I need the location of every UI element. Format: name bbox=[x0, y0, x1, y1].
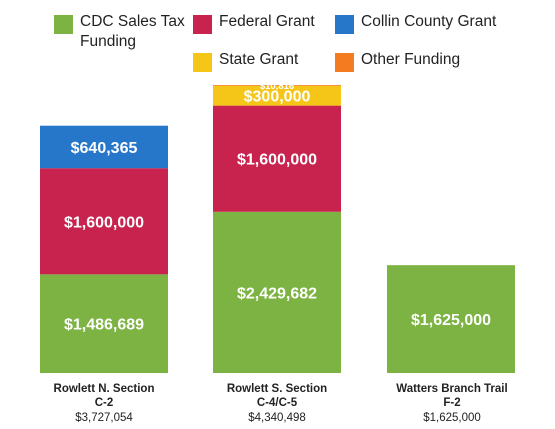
bar-value-label-rowlett-s-section-other-funding: $10,816 bbox=[260, 81, 294, 92]
legend-swatch-cdc-sales-tax bbox=[54, 15, 73, 34]
category-code-rowlett-n-section: C-2 bbox=[95, 397, 114, 409]
legend-item-federal-grant: Federal Grant bbox=[193, 12, 315, 34]
bar-segment-rowlett-s-section-state-grant bbox=[213, 85, 341, 106]
bar-value-label-rowlett-n-section-cdc-sales-tax-funding: $1,486,689 bbox=[64, 317, 144, 334]
bar-value-label-rowlett-s-section-federal-grant: $1,600,000 bbox=[237, 152, 317, 169]
bar-segment-rowlett-s-section-cdc-sales-tax-funding bbox=[213, 211, 341, 373]
legend: CDC Sales Tax Funding Federal Grant Coll… bbox=[0, 0, 555, 80]
category-name-rowlett-n-section: Rowlett N. Section bbox=[54, 383, 155, 395]
bar-value-label-rowlett-s-section-cdc-sales-tax-funding: $2,429,682 bbox=[237, 285, 317, 302]
category-name-rowlett-s-section: Rowlett S. Section bbox=[227, 383, 327, 395]
bar-segment-rowlett-s-section-other-funding bbox=[213, 85, 341, 86]
legend-label-cdc-sales-tax: CDC Sales Tax Funding bbox=[80, 13, 185, 50]
bar-value-label-watters-branch-trail-cdc-sales-tax-funding: $1,625,000 bbox=[411, 312, 491, 329]
category-total-rowlett-s-section: $4,340,498 bbox=[248, 412, 306, 424]
legend-label-state-grant: State Grant bbox=[219, 51, 299, 68]
bar-value-label-rowlett-n-section-federal-grant: $1,600,000 bbox=[64, 214, 144, 231]
legend-swatch-state-grant bbox=[193, 53, 212, 72]
category-code-watters-branch-trail: F-2 bbox=[443, 397, 460, 409]
category-total-rowlett-n-section: $3,727,054 bbox=[75, 412, 133, 424]
legend-label-federal-grant: Federal Grant bbox=[219, 13, 315, 30]
category-total-watters-branch-trail: $1,625,000 bbox=[423, 412, 481, 424]
legend-swatch-other-funding bbox=[335, 53, 354, 72]
bar-segment-rowlett-n-section-cdc-sales-tax-funding bbox=[40, 274, 168, 373]
bar-value-label-rowlett-n-section-collin-county-grant: $640,365 bbox=[71, 140, 138, 157]
legend-item-collin-county-grant: Collin County Grant bbox=[335, 12, 496, 34]
bar-segment-rowlett-s-section-federal-grant bbox=[213, 105, 341, 212]
bar-segment-rowlett-n-section-collin-county-grant bbox=[40, 125, 168, 169]
bar-segment-watters-branch-trail-cdc-sales-tax-funding bbox=[387, 265, 515, 373]
legend-swatch-federal-grant bbox=[193, 15, 212, 34]
legend-item-cdc-sales-tax: CDC Sales Tax Funding bbox=[54, 12, 185, 52]
bar-value-label-rowlett-s-section-state-grant: $300,000 bbox=[244, 89, 311, 106]
legend-label-collin-county-grant: Collin County Grant bbox=[361, 13, 497, 30]
category-code-rowlett-s-section: C-4/C-5 bbox=[257, 397, 298, 409]
legend-item-other-funding: Other Funding bbox=[335, 50, 460, 72]
legend-swatch-collin-county-grant bbox=[335, 15, 354, 34]
bar-segment-rowlett-n-section-federal-grant bbox=[40, 168, 168, 275]
legend-label-other-funding: Other Funding bbox=[361, 51, 461, 68]
legend-item-state-grant: State Grant bbox=[193, 50, 298, 72]
category-name-watters-branch-trail: Watters Branch Trail bbox=[396, 383, 507, 395]
